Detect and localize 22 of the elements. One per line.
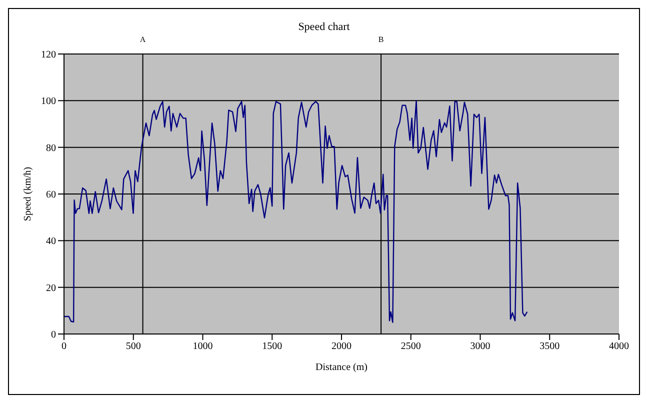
- x-tick-label: 1500: [262, 341, 282, 352]
- y-tick-label: 100: [41, 96, 56, 108]
- line-series: [64, 100, 528, 323]
- y-tick-label: 20: [46, 282, 56, 294]
- ref-line-label: A: [140, 35, 146, 44]
- y-tick-label: 0: [51, 330, 56, 341]
- x-axis-title: Distance (m): [316, 362, 368, 373]
- y-tick-label: 40: [46, 236, 56, 248]
- x-tick-label: 500: [126, 341, 141, 352]
- chart-title: Speed chart: [297, 21, 351, 33]
- y-tick-label: 80: [46, 142, 56, 154]
- y-axis-title: Speed (km/h): [22, 166, 34, 222]
- x-tick-label: 1000: [192, 341, 213, 352]
- y-tick-label: 60: [46, 190, 56, 201]
- y-tick-label: 120: [41, 50, 56, 61]
- ref-line-label: B: [378, 35, 384, 44]
- x-tick-label: 4000: [609, 341, 629, 352]
- x-tick-label: 0: [62, 341, 66, 352]
- x-tick-label: 2500: [400, 341, 421, 352]
- x-tick-label: 3000: [470, 341, 490, 352]
- x-tick-label: 3500: [540, 341, 560, 352]
- x-tick-label: 2000: [332, 341, 352, 352]
